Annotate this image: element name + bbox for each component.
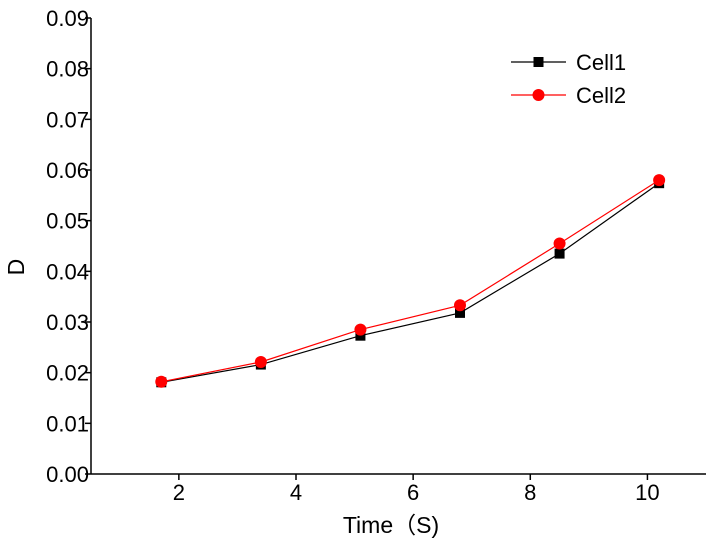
y-tick-label: 0.02 [46,361,89,386]
series-layer [155,174,666,388]
legend-label-cell2: Cell2 [576,83,626,108]
x-tick-label: 6 [407,480,419,505]
data-point-cell2 [454,299,466,312]
y-axis-ticks: 0.00 0.01 0.02 0.03 0.04 0.05 0.06 0.07 0.08 0.09 [46,6,91,487]
data-point-cell1 [455,307,465,318]
y-tick-label: 0.00 [46,462,89,487]
data-point-cell1 [554,248,565,259]
x-tick-label: 10 [635,480,659,505]
x-axis-ticks: 2 4 6 8 10 [173,474,660,505]
legend-marker-cell2 [532,89,545,101]
y-tick-label: 0.04 [46,259,89,284]
y-tick-label: 0.03 [46,310,89,335]
plot-frame [90,18,706,475]
x-tick-label: 2 [173,480,185,505]
series-line-cell2 [161,179,660,383]
legend-marker-cell1 [533,57,544,67]
data-point-cell2 [653,174,666,187]
y-tick-label: 0.08 [46,57,89,82]
y-tick-label: 0.01 [46,411,89,436]
data-point-cell2 [354,323,367,336]
data-point-cell2 [155,375,168,388]
legend-label-cell1: Cell1 [576,50,626,75]
data-point-cell2 [254,356,267,369]
legend: Cell1 Cell2 [511,50,626,108]
x-tick-label: 8 [524,480,536,505]
series-line-cell1 [161,182,660,383]
data-point-cell2 [553,237,566,250]
y-tick-label: 0.07 [46,107,89,132]
y-tick-label: 0.05 [46,209,89,234]
x-axis-title: Time（S) [343,512,439,538]
y-tick-label: 0.06 [46,158,89,183]
data-point-cell1 [355,330,366,341]
y-axis-title: D [3,259,29,276]
x-tick-label: 4 [290,480,302,505]
y-tick-label: 0.09 [46,6,89,31]
